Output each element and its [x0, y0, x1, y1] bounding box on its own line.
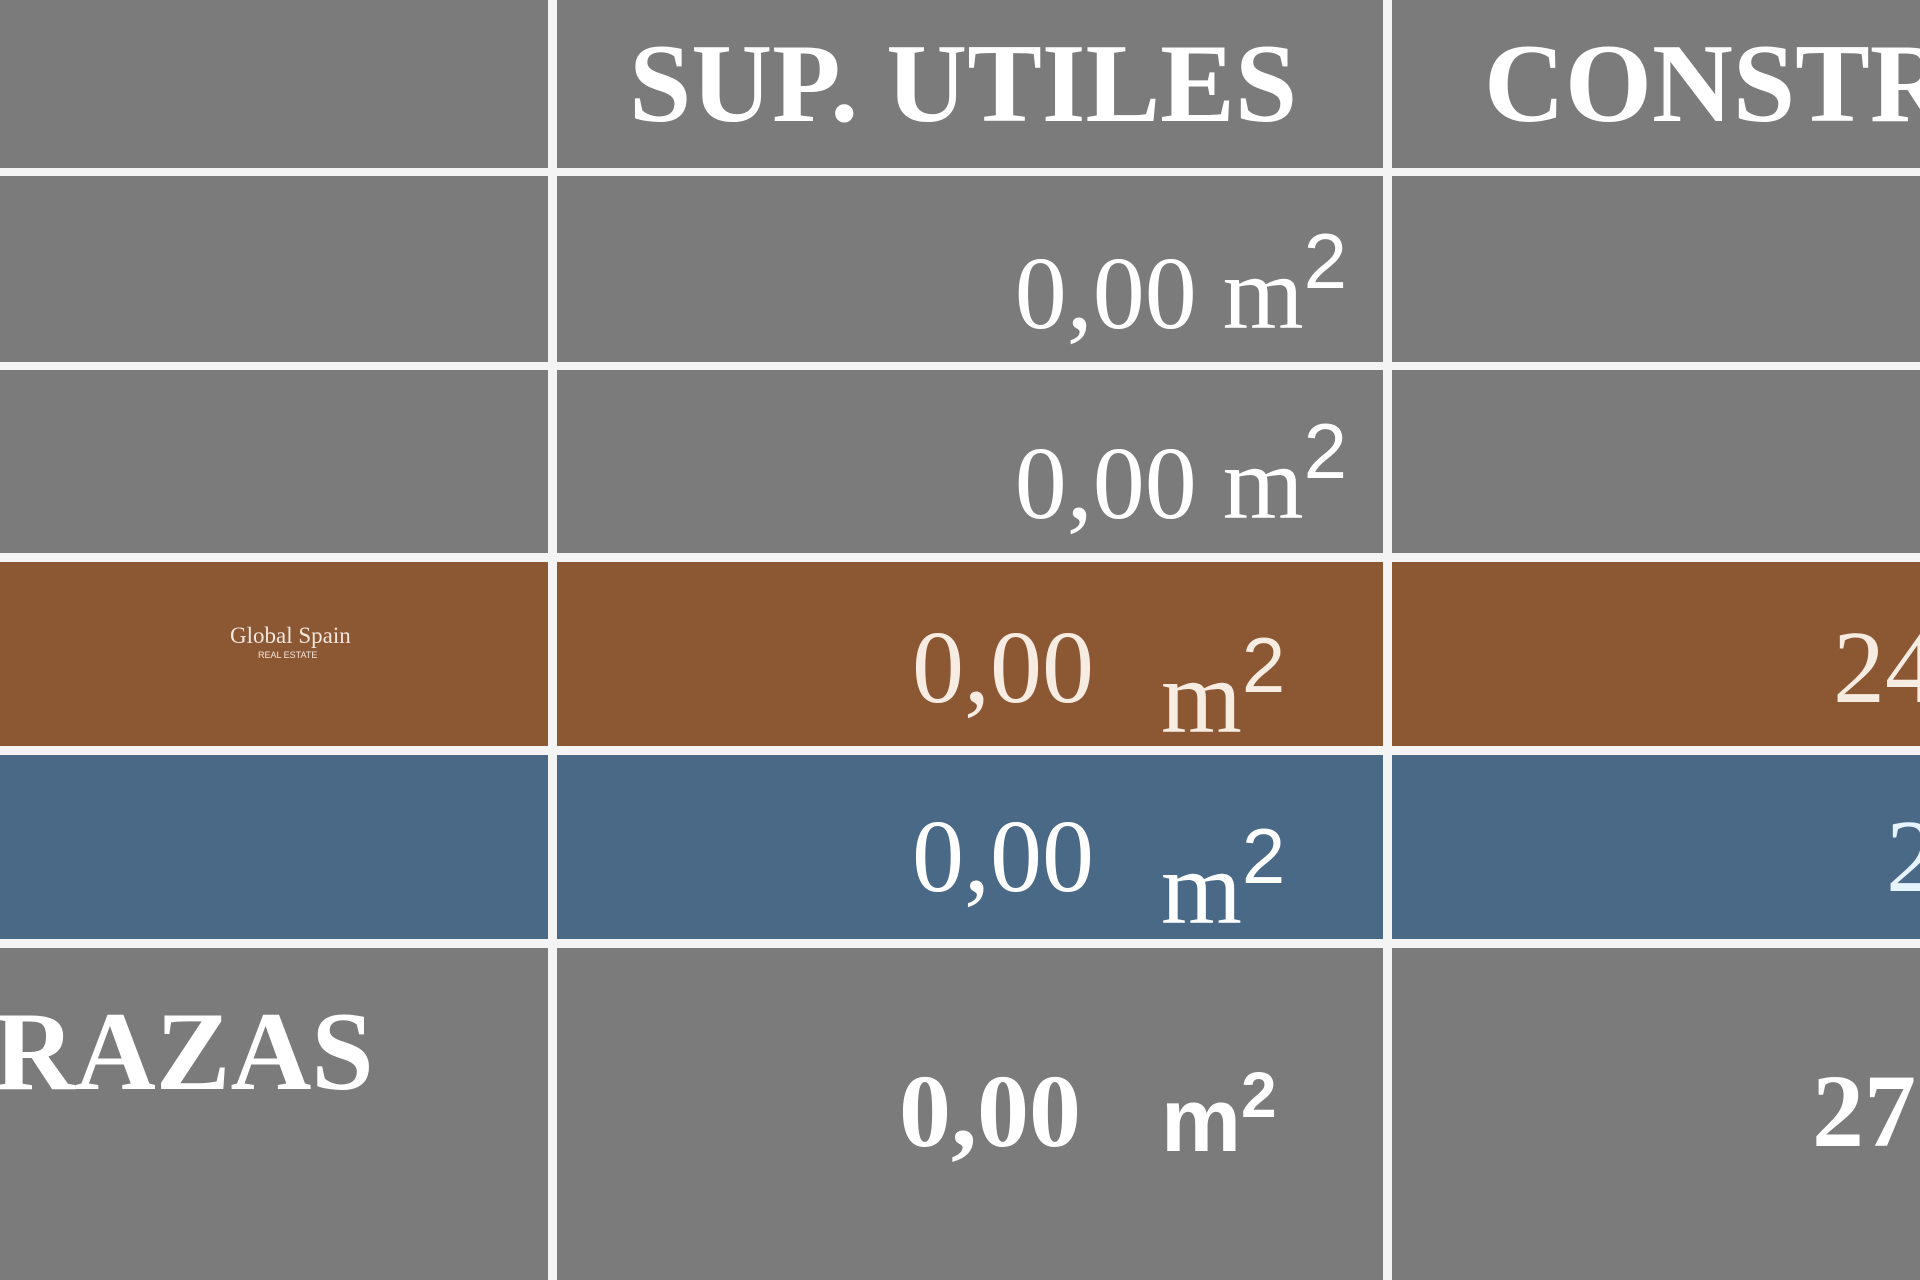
row-2-util-value: 0,00 m2 [1014, 407, 1347, 541]
row-1-label [0, 176, 548, 362]
row-3-constr: 24 [1392, 562, 1920, 746]
row-3-util: 0,00 m2 [557, 562, 1383, 746]
header-cell-constr: CONSTR [1392, 0, 1920, 168]
row-3-util-number: 0,00 [912, 610, 1094, 725]
row-3-util-unit: m2 [1161, 621, 1286, 746]
row-5-label: RAZAS [0, 948, 548, 1280]
row-2-label [0, 370, 548, 553]
row-1-constr [1392, 176, 1920, 362]
header-cell-sup-utiles: SUP. UTILES [557, 0, 1383, 168]
watermark-logo: Global Spain REAL ESTATE [230, 624, 351, 660]
header-constr: CONSTR [1484, 22, 1920, 146]
header-sup-utiles: SUP. UTILES [629, 22, 1298, 146]
row-1-util: 0,00 m2 [557, 176, 1383, 362]
row-5-constr-value: 27 [1812, 1054, 1916, 1169]
row-5-label-text: RAZAS [0, 990, 374, 1114]
watermark-name: Global Spain [230, 623, 351, 648]
row-4-label [0, 755, 548, 939]
row-5-util-number: 0,00 [899, 1054, 1081, 1169]
row-4-util-unit: m2 [1161, 812, 1286, 939]
row-5-util: 0,00 m2 [557, 948, 1383, 1280]
row-2-constr [1392, 370, 1920, 553]
row-2-util: 0,00 m2 [557, 370, 1383, 553]
row-3-label [0, 562, 548, 746]
row-4-util: 0,00 m2 [557, 755, 1383, 939]
row-4-util-number: 0,00 [912, 799, 1094, 914]
header-cell-label [0, 0, 548, 168]
row-4-constr-value: 2 [1886, 799, 1920, 914]
row-4-constr: 2 [1392, 755, 1920, 939]
row-1-util-value: 0,00 m2 [1014, 217, 1347, 351]
row-5-constr: 27 [1392, 948, 1920, 1280]
watermark-sub: REAL ESTATE [258, 650, 318, 660]
row-5-util-unit: m2 [1161, 1059, 1277, 1171]
row-3-constr-value: 24 [1833, 610, 1920, 725]
